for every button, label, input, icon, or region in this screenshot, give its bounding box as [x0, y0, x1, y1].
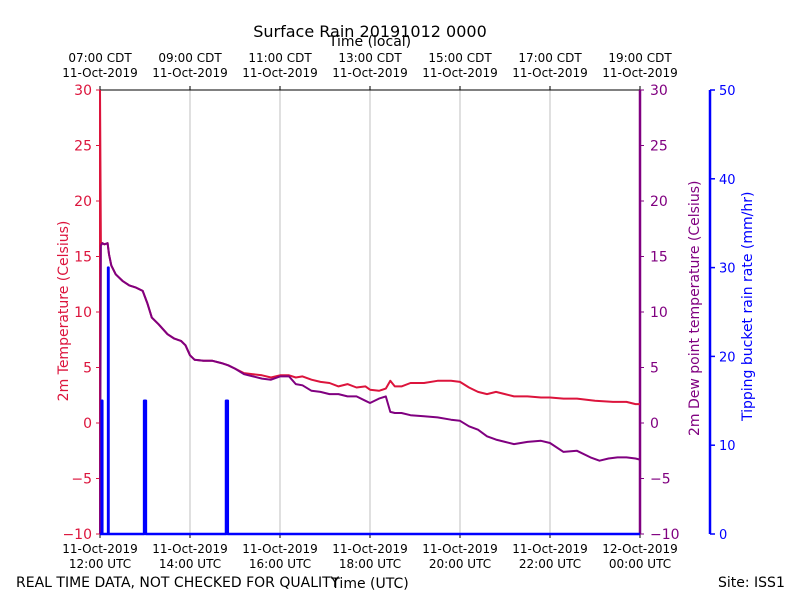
- top-x-tick-date: 11-Oct-2019: [602, 66, 678, 80]
- rain-y-tick-label: 30: [719, 262, 736, 277]
- top-x-tick-date: 11-Oct-2019: [242, 66, 318, 80]
- site-label: Site: ISS1: [718, 575, 785, 591]
- left-y-axis-label: 2m Temperature (Celsius): [56, 220, 72, 402]
- top-x-tick-time: 07:00 CDT: [68, 51, 132, 65]
- rain-y-axis-label: Tipping bucket rain rate (mm/hr): [740, 191, 756, 421]
- left-y-tick-label: −5: [71, 472, 92, 488]
- left-y-tick-label: −10: [62, 527, 92, 543]
- top-x-tick-date: 11-Oct-2019: [332, 66, 408, 80]
- bottom-x-tick-time: 14:00 UTC: [159, 557, 221, 571]
- bottom-x-tick-time: 20:00 UTC: [429, 557, 491, 571]
- left-y-tick-label: 0: [83, 416, 92, 432]
- rain-rate-series-line: [100, 266, 640, 536]
- rain-y-tick-label: 50: [719, 84, 736, 99]
- left-y-tick-label: 15: [74, 250, 92, 266]
- top-x-axis-label: Time (local): [328, 34, 412, 50]
- right-y-tick-label: 10: [650, 305, 668, 321]
- bottom-x-tick-date: 11-Oct-2019: [332, 542, 408, 556]
- bottom-x-tick-time: 22:00 UTC: [519, 557, 581, 571]
- bottom-x-tick-time: 12:00 UTC: [69, 557, 131, 571]
- top-x-tick-time: 19:00 CDT: [608, 51, 672, 65]
- top-x-tick-time: 11:00 CDT: [248, 51, 312, 65]
- right-y-axis-label: 2m Dew point temperature (Celsius): [687, 180, 703, 436]
- right-y-tick-label: 20: [650, 194, 668, 210]
- bottom-x-axis-label: Time (UTC): [331, 576, 409, 592]
- top-x-tick-date: 11-Oct-2019: [152, 66, 228, 80]
- chart-title: Surface Rain 20191012 0000: [253, 22, 487, 41]
- right-y-tick-label: 30: [650, 83, 668, 99]
- bottom-x-tick-date: 11-Oct-2019: [152, 542, 228, 556]
- bottom-x-tick-time: 00:00 UTC: [609, 557, 671, 571]
- top-x-tick-time: 17:00 CDT: [518, 51, 582, 65]
- right-y-tick-label: 0: [650, 416, 659, 432]
- dewpoint-series-line: [99, 242, 641, 535]
- top-x-tick-date: 11-Oct-2019: [512, 66, 588, 80]
- top-x-tick-date: 11-Oct-2019: [62, 66, 138, 80]
- rain-y-tick-label: 0: [719, 528, 727, 543]
- rain-y-tick-label: 20: [719, 350, 736, 365]
- bottom-x-tick-date: 12-Oct-2019: [602, 542, 678, 556]
- right-y-tick-label: 5: [650, 361, 659, 377]
- bottom-x-tick-date: 11-Oct-2019: [62, 542, 138, 556]
- right-y-tick-label: 15: [650, 250, 668, 266]
- right-y-tick-label: −10: [650, 527, 680, 543]
- rain-y-tick-label: 40: [719, 173, 736, 188]
- bottom-x-tick-date: 11-Oct-2019: [422, 542, 498, 556]
- bottom-x-tick-time: 18:00 UTC: [339, 557, 401, 571]
- bottom-x-tick-date: 11-Oct-2019: [512, 542, 588, 556]
- left-y-tick-label: 10: [74, 305, 92, 321]
- bottom-x-tick-date: 11-Oct-2019: [242, 542, 318, 556]
- left-y-tick-label: 5: [83, 361, 92, 377]
- top-x-tick-time: 09:00 CDT: [158, 51, 222, 65]
- quality-disclaimer: REAL TIME DATA, NOT CHECKED FOR QUALITY: [16, 575, 340, 591]
- rain-y-tick-label: 10: [719, 439, 736, 454]
- left-y-tick-label: 25: [74, 139, 92, 155]
- left-y-tick-label: 30: [74, 83, 92, 99]
- top-x-tick-date: 11-Oct-2019: [422, 66, 498, 80]
- left-y-tick-label: 20: [74, 194, 92, 210]
- right-y-tick-label: −5: [650, 472, 671, 488]
- top-x-tick-time: 15:00 CDT: [428, 51, 492, 65]
- bottom-x-tick-time: 16:00 UTC: [249, 557, 311, 571]
- right-y-tick-label: 25: [650, 139, 668, 155]
- top-x-tick-time: 13:00 CDT: [338, 51, 402, 65]
